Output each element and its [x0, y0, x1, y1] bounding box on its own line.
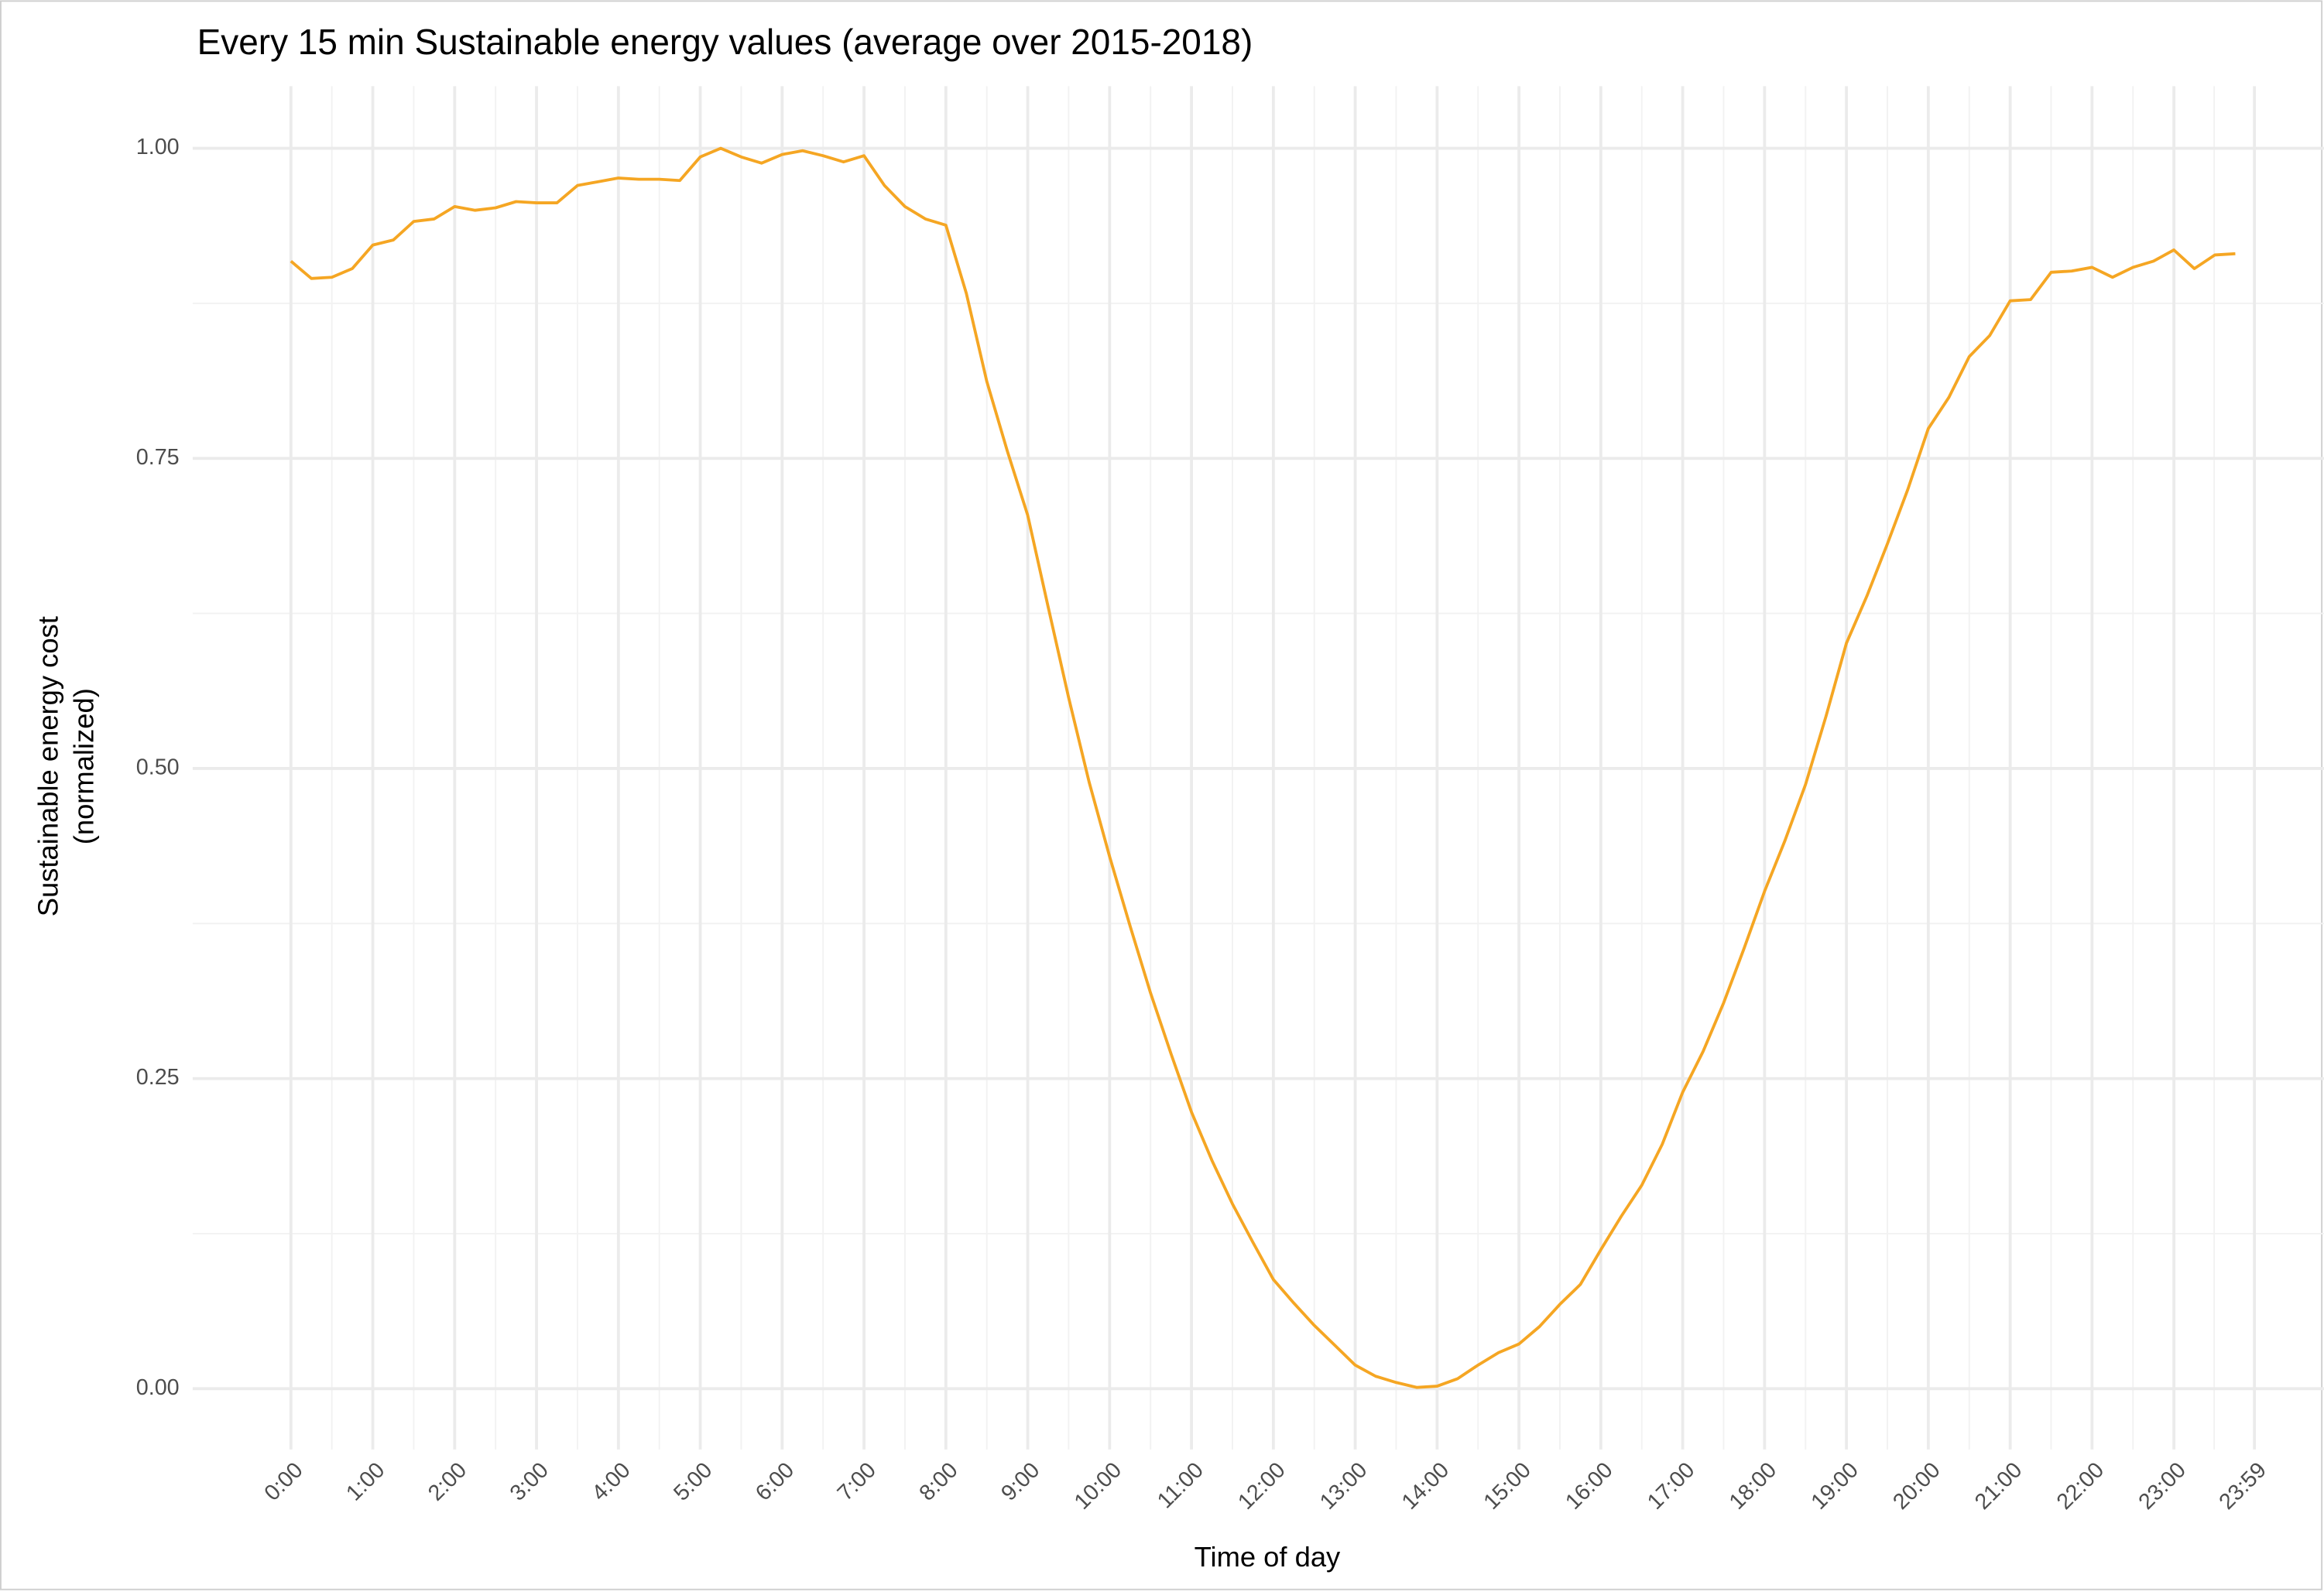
y-tick-label: 1.00	[136, 135, 180, 159]
data-line	[290, 146, 2236, 1389]
grid	[192, 86, 2324, 1450]
y-tick-label: 0.75	[136, 445, 180, 470]
y-axis-title: Sustainable energy cost	[33, 616, 64, 916]
x-axis-title: Time of day	[1195, 1541, 1341, 1573]
y-tick-label: 0.25	[136, 1065, 180, 1090]
y-tick-label: 0.50	[136, 755, 180, 780]
marks	[290, 146, 2236, 1389]
y-axis-title: (normalized)	[68, 688, 100, 844]
y-tick-label: 0.00	[136, 1375, 180, 1400]
chart-title: Every 15 min Sustainable energy values (…	[197, 22, 1253, 62]
